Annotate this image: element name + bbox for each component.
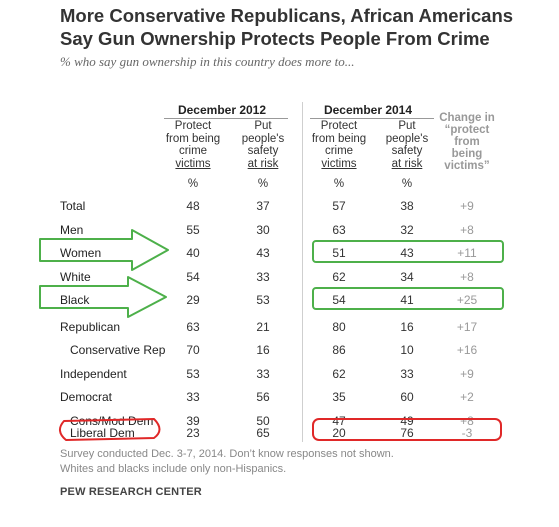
table-cell: 33 [400, 367, 414, 381]
table-cell: 21 [256, 320, 270, 334]
unit-label-2012-risk: % [257, 178, 269, 190]
unit-label-2014-protect: % [333, 178, 345, 190]
table-cell: 51 [332, 246, 346, 260]
table-cell: 33 [186, 390, 200, 404]
table-cell: 54 [332, 293, 346, 307]
table-cell: 55 [186, 223, 200, 237]
table-cell: 39 [186, 414, 200, 428]
table-cell: 65 [256, 426, 270, 440]
change-cell: +8 [460, 223, 474, 237]
table-cell: 33 [256, 367, 270, 381]
table-cell: 80 [332, 320, 346, 334]
table-cell: 47 [332, 414, 346, 428]
column-header-2014-risk: Put people's safety at risk [385, 120, 429, 170]
unit-label-2012-protect: % [187, 178, 199, 190]
table-cell: 16 [400, 320, 414, 334]
change-cell: +16 [456, 343, 478, 357]
green-box-black [312, 287, 504, 310]
change-cell: +2 [460, 390, 474, 404]
table-cell: 62 [332, 367, 346, 381]
change-cell: +9 [460, 199, 474, 213]
change-cell: +17 [456, 320, 478, 334]
red-box-liberal-dem [312, 418, 502, 441]
change-cell: -3 [461, 426, 473, 440]
table-cell: 38 [400, 199, 414, 213]
table-cell: 16 [256, 343, 270, 357]
column-group-2012-rule [164, 118, 288, 119]
table-cell: 49 [400, 414, 414, 428]
table-cell: 63 [186, 320, 200, 334]
column-group-2012: December 2012 [177, 103, 267, 117]
table-cell: 29 [186, 293, 200, 307]
table-cell: 48 [186, 199, 200, 213]
green-arrow-black-icon [39, 276, 167, 318]
table-cell: 40 [186, 246, 200, 260]
green-box-women [312, 240, 504, 263]
column-group-2014-rule [310, 118, 434, 119]
table-cell: 54 [186, 270, 200, 284]
table-cell: 63 [332, 223, 346, 237]
table-cell: 10 [400, 343, 414, 357]
change-cell: +8 [460, 270, 474, 284]
table-cell: 62 [332, 270, 346, 284]
table-cell: 86 [332, 343, 346, 357]
table-cell: 37 [256, 199, 270, 213]
row-label: Black [60, 293, 90, 307]
column-header-2012-protect: Protect from being crime victims [165, 120, 221, 170]
row-label: Cons/Mod Dem [70, 414, 154, 428]
red-outline-liberal-dem [59, 418, 161, 441]
change-cell: +8 [460, 414, 474, 428]
table-cell: 53 [186, 367, 200, 381]
row-label: Men [60, 223, 84, 237]
change-cell: +25 [456, 293, 478, 307]
change-cell: +9 [460, 367, 474, 381]
row-label: Independent [60, 367, 127, 381]
table-cell: 32 [400, 223, 414, 237]
footnote: Survey conducted Dec. 3-7, 2014. Don’t k… [60, 448, 394, 475]
column-separator [302, 102, 303, 442]
change-column-header: Change in “protect from being victims” [439, 112, 495, 172]
column-header-2014-protect: Protect from being crime victims [311, 120, 367, 170]
table-cell: 20 [332, 426, 346, 440]
table-cell: 35 [332, 390, 346, 404]
table-cell: 60 [400, 390, 414, 404]
table-cell: 53 [256, 293, 270, 307]
table-cell: 30 [256, 223, 270, 237]
row-label: Total [60, 199, 86, 213]
table-cell: 33 [256, 270, 270, 284]
row-label: White [60, 270, 91, 284]
column-group-2014: December 2014 [323, 103, 413, 117]
table-cell: 56 [256, 390, 270, 404]
unit-label-2014-risk: % [401, 178, 413, 190]
column-header-2012-risk: Put people's safety at risk [241, 120, 285, 170]
chart-title: More Conservative Republicans, African A… [60, 5, 514, 49]
table-cell: 50 [256, 414, 270, 428]
change-cell: +11 [457, 246, 477, 260]
table-cell: 41 [400, 293, 414, 307]
table-cell: 43 [256, 246, 270, 260]
green-arrow-women-icon [39, 229, 169, 271]
table-cell: 70 [186, 343, 200, 357]
row-label: Conservative Rep [70, 343, 166, 357]
source-label: PEW RESEARCH CENTER [60, 486, 202, 498]
chart-subtitle: % who say gun ownership in this country … [60, 54, 355, 69]
table-cell: 43 [400, 246, 414, 260]
row-label: Democrat [60, 390, 113, 404]
table-cell: 76 [400, 426, 414, 440]
table-cell: 34 [400, 270, 414, 284]
table-cell: 57 [332, 199, 346, 213]
row-label: Women [60, 246, 102, 260]
row-label: Republican [60, 320, 121, 334]
row-label: Liberal Dem [70, 426, 135, 440]
table-cell: 23 [186, 426, 200, 440]
